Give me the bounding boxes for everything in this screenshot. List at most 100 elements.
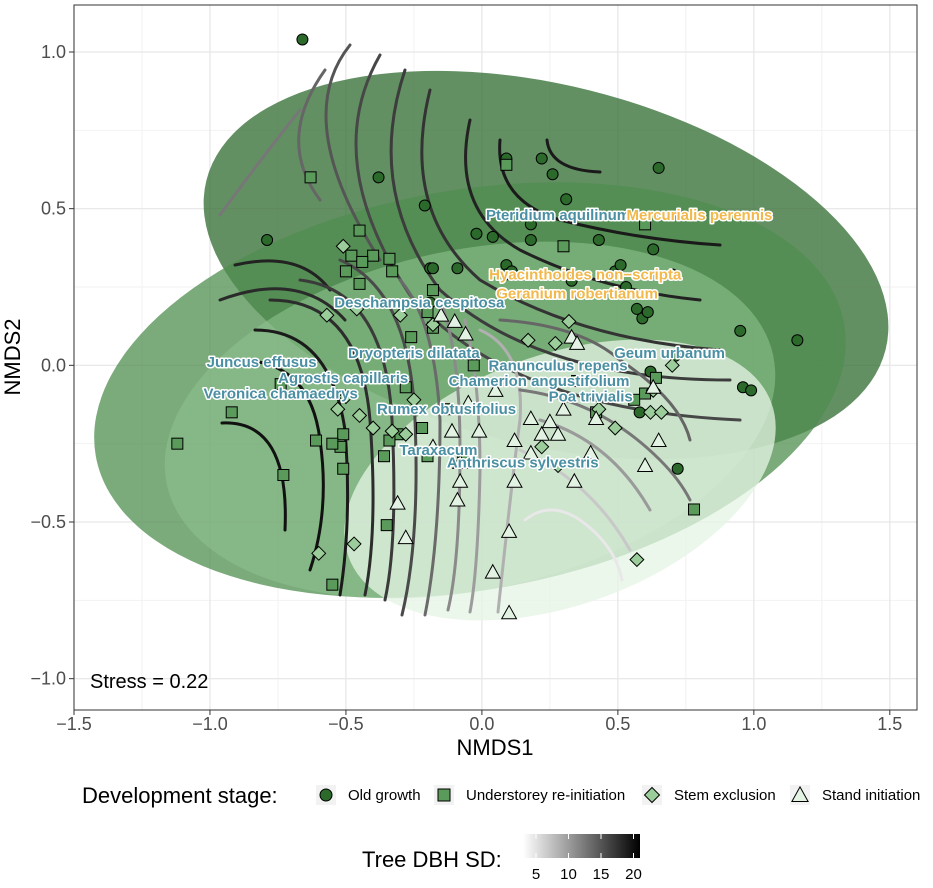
dbh-contours xyxy=(218,43,742,617)
data-point xyxy=(460,394,477,410)
data-point xyxy=(443,422,461,438)
species-label: Anthriscus sylvestris xyxy=(447,454,599,471)
data-point xyxy=(311,545,327,561)
axes: −1.5 −1.0 −0.5 0.0 0.5 1.0 1.5 −1.0 −0.5 0.0 0.5 1.… xyxy=(30,42,902,734)
data-point xyxy=(451,262,464,275)
contour-line xyxy=(518,388,692,502)
y-tick-label: −0.5 xyxy=(30,512,66,532)
dbh-tick-label: 20 xyxy=(625,866,642,883)
data-point xyxy=(592,234,605,246)
data-point xyxy=(534,439,550,455)
data-point xyxy=(310,434,323,447)
data-point xyxy=(620,281,633,293)
data-point xyxy=(351,407,368,424)
species-label: Juncus effusus xyxy=(207,354,317,371)
data-point xyxy=(506,432,523,447)
data-point xyxy=(546,168,559,181)
contour-line xyxy=(398,278,442,617)
plot-border xyxy=(73,4,918,711)
species-label: Chamerion angustifolium xyxy=(449,373,630,390)
data-point xyxy=(587,410,605,426)
sample-points xyxy=(171,33,804,620)
y-axis-title: NMDS2 xyxy=(0,318,25,395)
legend-label: Old growth xyxy=(348,787,421,804)
data-point xyxy=(277,469,290,481)
data-point xyxy=(339,265,352,278)
data-point xyxy=(296,33,309,46)
data-point xyxy=(484,563,502,579)
contour-line xyxy=(233,259,332,292)
data-point xyxy=(791,334,804,347)
data-point xyxy=(171,437,184,450)
data-point xyxy=(745,384,758,397)
contour-line xyxy=(268,298,375,597)
species-label: Taraxacum xyxy=(399,442,477,459)
contour-line xyxy=(389,68,732,382)
species-label: Poa trivialis xyxy=(549,389,633,406)
data-point xyxy=(225,406,238,419)
data-point xyxy=(261,234,274,246)
data-point xyxy=(568,334,586,350)
x-tick-label: −0.5 xyxy=(328,714,364,734)
data-point xyxy=(630,302,643,315)
data-point xyxy=(337,462,350,475)
species-label: Rumex obtusifolius xyxy=(377,401,516,418)
data-point xyxy=(372,171,385,184)
legend-label: Stem exclusion xyxy=(674,787,776,804)
data-point xyxy=(487,381,504,397)
y-tick-label: 0.5 xyxy=(41,199,66,219)
dbh-tick-label: 5 xyxy=(532,866,540,883)
contour-line xyxy=(220,421,287,532)
x-axis-title: NMDS1 xyxy=(456,735,533,760)
data-point xyxy=(566,472,583,488)
data-point xyxy=(607,420,623,436)
species-label: Geranium robertianum xyxy=(496,285,658,302)
data-point xyxy=(535,152,548,165)
x-tick-label: −1.0 xyxy=(192,714,228,734)
x-tick-label: 0.0 xyxy=(469,714,494,734)
species-label: Dryopteris dilatata xyxy=(348,345,480,362)
data-point xyxy=(571,375,584,387)
data-point xyxy=(533,425,551,441)
species-label: Mercurialis perennis xyxy=(626,207,772,224)
species-label: Agrostis capillaris xyxy=(278,370,408,387)
data-point xyxy=(520,332,536,348)
data-point xyxy=(557,240,570,253)
x-tick-label: 1.0 xyxy=(741,714,766,734)
data-point xyxy=(421,306,434,319)
stress-annotation: Stress = 0.22 xyxy=(90,671,208,693)
data-point xyxy=(346,536,362,552)
data-point xyxy=(652,161,665,174)
data-point xyxy=(688,503,701,516)
legend-marker xyxy=(643,786,661,804)
x-tick-label: −1.5 xyxy=(56,714,92,734)
species-label: Pteridium aquilinum xyxy=(486,207,630,224)
data-point xyxy=(349,301,365,317)
data-point xyxy=(671,462,684,475)
data-point xyxy=(432,306,450,322)
data-point xyxy=(335,238,351,254)
dbh-tick-label: 15 xyxy=(593,866,610,883)
species-label: Deschampsia cespitosa xyxy=(334,295,505,312)
x-tick-label: 0.5 xyxy=(605,714,630,734)
legend-marker xyxy=(319,788,333,802)
data-point xyxy=(470,422,488,438)
data-point xyxy=(449,491,466,507)
data-point xyxy=(666,268,679,281)
legend-label: Understorey re-initiation xyxy=(466,787,625,804)
y-tick-label: 0.0 xyxy=(41,355,66,375)
dbh-legend: Tree DBH SD: 5 10 15 20 xyxy=(362,834,642,883)
contour-line xyxy=(464,118,702,302)
data-point xyxy=(337,428,350,441)
data-point xyxy=(524,234,537,246)
y-tick-label: 1.0 xyxy=(41,42,66,62)
data-point xyxy=(378,450,391,463)
contour-line xyxy=(420,88,722,352)
data-point xyxy=(398,426,414,442)
data-point xyxy=(524,218,537,231)
data-point xyxy=(451,454,469,469)
contour-line xyxy=(545,138,602,174)
data-point xyxy=(649,371,662,384)
data-point xyxy=(629,552,645,568)
